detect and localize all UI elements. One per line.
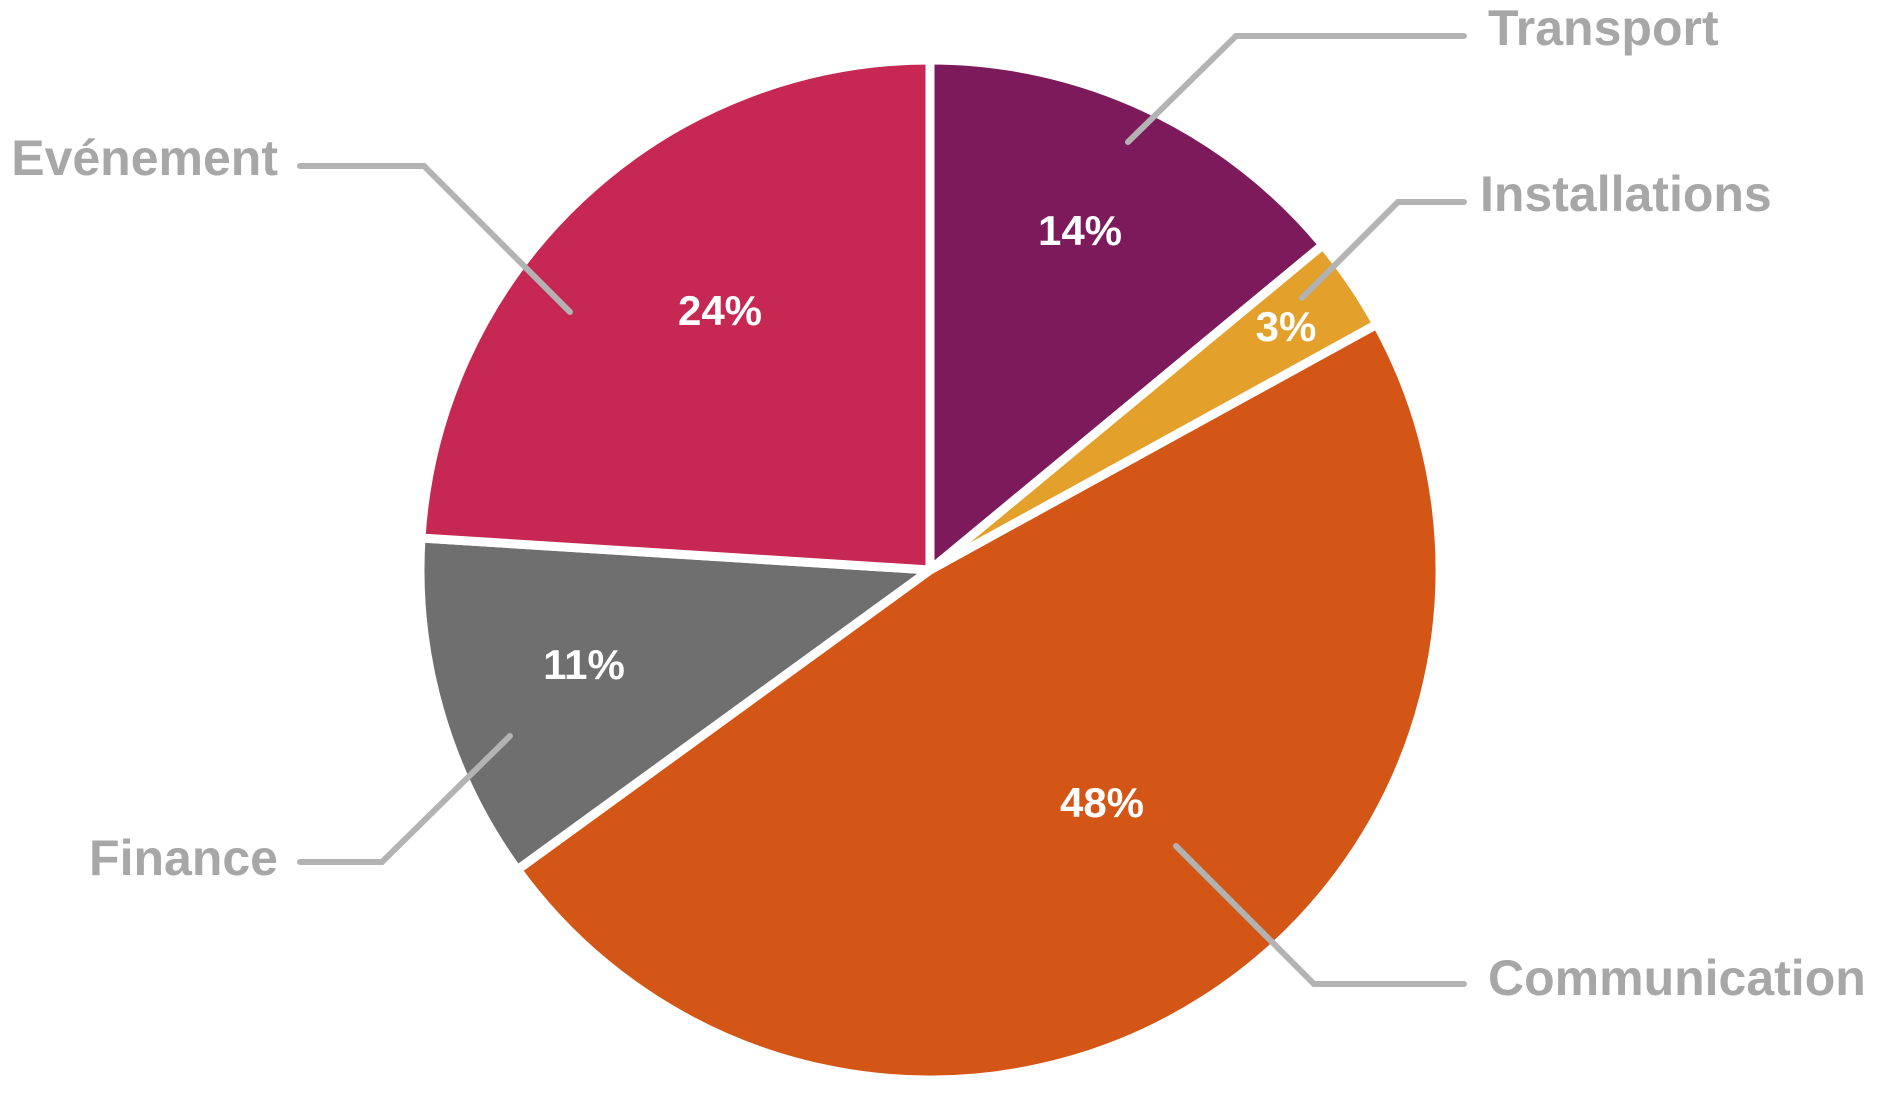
pie-slice [415,533,935,875]
pie-slice [925,55,1328,575]
value-label: 14% [1038,207,1122,254]
leader-line [297,733,513,865]
leader-line [1299,199,1467,301]
category-label: Installations [1480,166,1772,222]
pie-slice [416,55,935,575]
value-label: 48% [1060,779,1144,826]
leader-line [1173,843,1467,987]
category-label: Finance [89,830,278,886]
category-label: Transport [1488,0,1719,56]
category-label: Evénement [11,130,278,186]
leader-line [297,163,573,315]
leader-line [1125,33,1467,145]
pie-slice [512,319,1445,1085]
category-label: Communication [1488,950,1866,1006]
value-label: 3% [1256,303,1317,350]
value-label: 11% [543,641,625,688]
value-label: 24% [678,287,762,334]
